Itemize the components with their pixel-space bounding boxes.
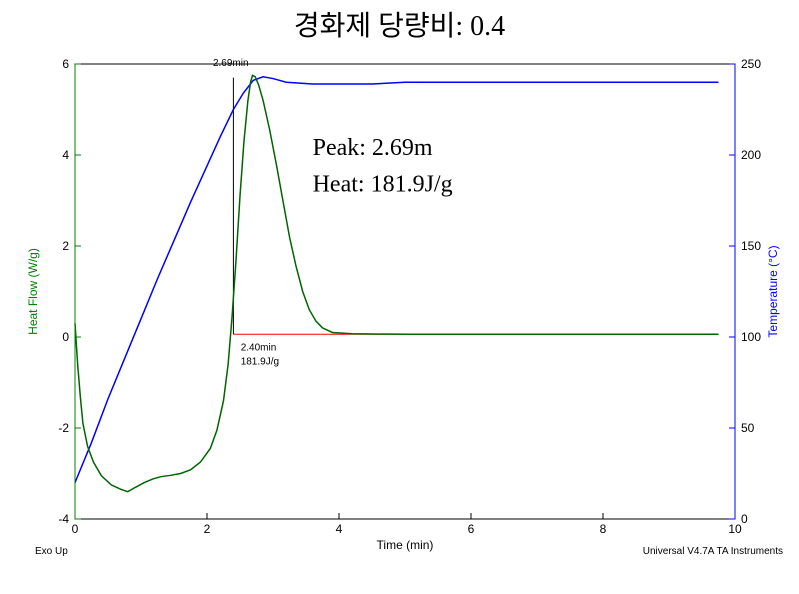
chart-svg: 0 2 4 6 8 10 Time (min) -4 -2 0 2 4 6 Heat Flow (W/g)…	[15, 44, 785, 574]
svg-text:200: 200	[741, 148, 761, 162]
svg-text:6: 6	[62, 57, 69, 71]
dsc-chart: 0 2 4 6 8 10 Time (min) -4 -2 0 2 4 6 Heat Flow (W/g)…	[15, 44, 785, 574]
svg-text:100: 100	[741, 330, 761, 344]
page-title: 경화제 당량비: 0.4	[0, 4, 799, 44]
svg-text:0: 0	[62, 330, 69, 344]
svg-text:8: 8	[600, 522, 607, 536]
svg-text:-4: -4	[58, 512, 69, 526]
svg-text:250: 250	[741, 57, 761, 71]
svg-text:Temperature (°C): Temperature (°C)	[766, 245, 780, 337]
svg-text:Time (min): Time (min)	[377, 538, 434, 552]
svg-text:50: 50	[741, 421, 755, 435]
svg-text:Exo Up: Exo Up	[35, 546, 68, 557]
svg-text:6: 6	[468, 522, 475, 536]
svg-text:2.40min: 2.40min	[241, 343, 277, 354]
svg-text:2: 2	[204, 522, 211, 536]
svg-text:Heat: 181.9J/g: Heat: 181.9J/g	[313, 171, 453, 197]
svg-text:4: 4	[336, 522, 343, 536]
svg-text:0: 0	[741, 512, 748, 526]
svg-text:Heat Flow (W/g): Heat Flow (W/g)	[26, 248, 40, 335]
svg-text:10: 10	[728, 522, 742, 536]
svg-text:2.69min: 2.69min	[213, 58, 249, 69]
svg-text:2: 2	[62, 239, 69, 253]
svg-text:181.9J/g: 181.9J/g	[241, 356, 279, 367]
svg-text:-2: -2	[58, 421, 69, 435]
svg-text:0: 0	[72, 522, 79, 536]
svg-text:150: 150	[741, 239, 761, 253]
svg-text:Universal V4.7A TA Instruments: Universal V4.7A TA Instruments	[643, 546, 783, 557]
svg-text:4: 4	[62, 148, 69, 162]
svg-text:Peak: 2.69m: Peak: 2.69m	[313, 135, 433, 161]
